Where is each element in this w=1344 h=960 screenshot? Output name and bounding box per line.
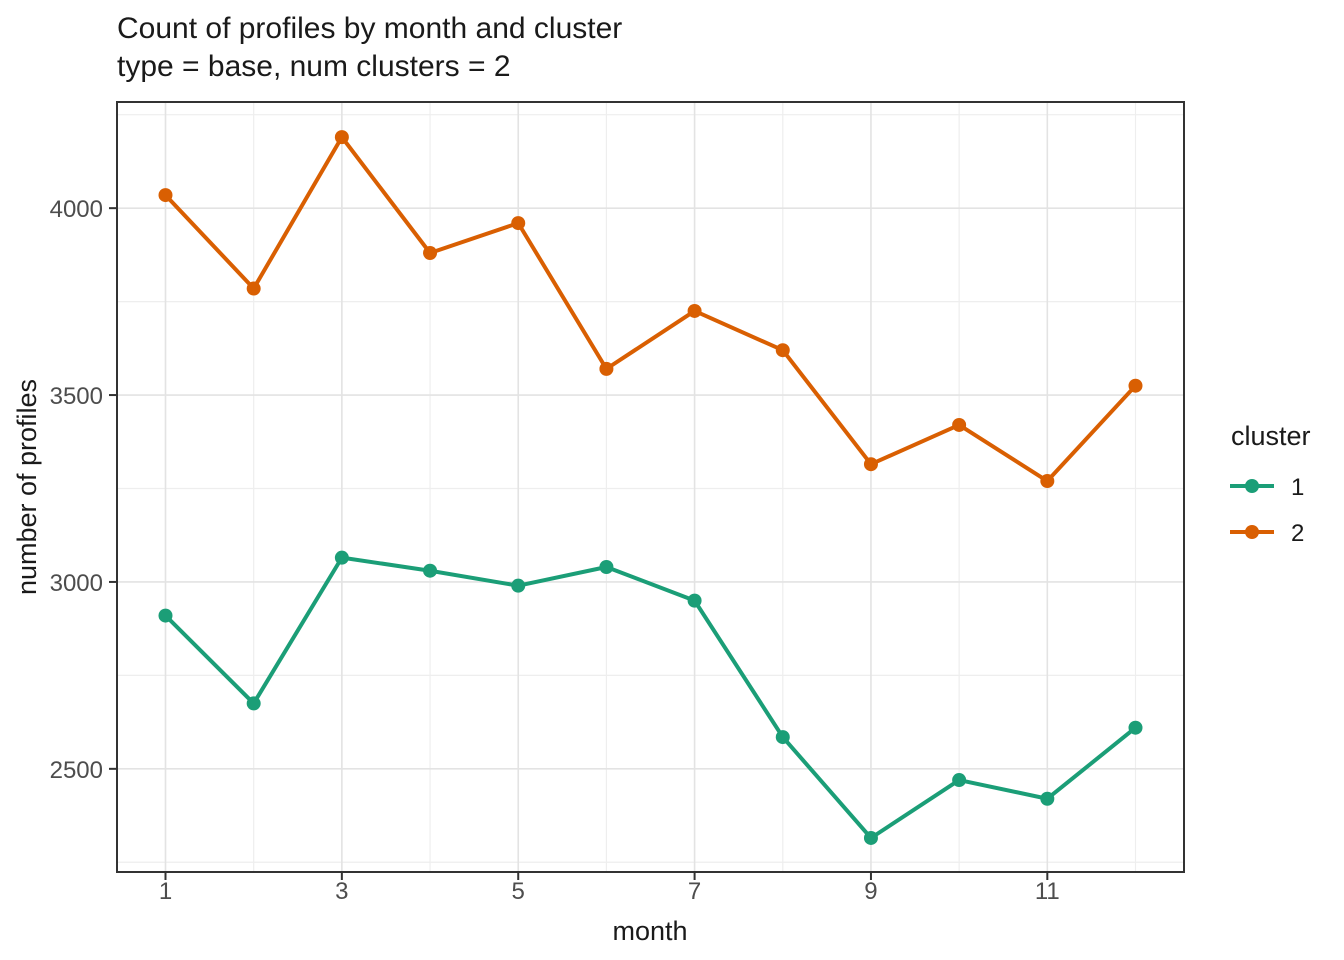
x-axis: 1 3 5 7 9 11	[159, 872, 1060, 905]
data-point-cluster-2-month-2	[246, 281, 261, 296]
data-point-cluster-2-month-10	[952, 417, 967, 432]
legend-item-cluster-2: 2	[1230, 520, 1304, 547]
legend-label: 1	[1291, 474, 1304, 501]
y-tick-label: 3500	[50, 383, 103, 410]
x-tick-label: 7	[688, 878, 701, 905]
data-point-cluster-2-month-6	[599, 361, 614, 376]
data-point-cluster-1-month-3	[334, 550, 349, 565]
y-axis: 2500 3000 3500 4000	[50, 196, 117, 784]
data-point-cluster-1-month-4	[423, 563, 438, 578]
data-point-cluster-1-month-12	[1128, 720, 1143, 735]
data-point-cluster-1-month-10	[952, 773, 967, 788]
y-tick-label: 2500	[50, 757, 103, 784]
x-tick-label: 1	[159, 878, 172, 905]
data-point-cluster-2-month-11	[1040, 474, 1055, 489]
legend: cluster 1 2	[1230, 421, 1311, 547]
legend-title: cluster	[1231, 421, 1311, 451]
data-point-cluster-1-month-2	[246, 696, 261, 711]
x-tick-label: 11	[1035, 878, 1060, 905]
x-tick-label: 3	[335, 878, 348, 905]
data-point-cluster-1-month-8	[775, 730, 790, 745]
data-point-cluster-2-month-8	[775, 343, 790, 358]
legend-key-point	[1245, 525, 1259, 539]
chart-title: Count of profiles by month and cluster	[117, 12, 622, 45]
data-point-cluster-1-month-1	[158, 608, 173, 623]
series-line-cluster-1	[164, 555, 1137, 840]
data-point-cluster-1-month-11	[1040, 791, 1055, 806]
data-point-cluster-1-month-9	[863, 830, 878, 845]
series-layer	[158, 130, 1143, 845]
x-axis-title: month	[612, 916, 687, 946]
data-point-cluster-2-month-1	[158, 188, 173, 203]
data-point-cluster-2-month-7	[687, 303, 702, 318]
gridlines-minor	[117, 102, 1184, 872]
plot-panel-border	[116, 101, 1185, 873]
y-tick-label: 4000	[50, 196, 103, 223]
series-line-cluster-2	[164, 135, 1137, 484]
data-point-cluster-2-month-9	[863, 457, 878, 472]
chart-subtitle: type = base, num clusters = 2	[117, 50, 511, 83]
data-point-cluster-1-month-7	[687, 593, 702, 608]
data-point-cluster-2-month-12	[1128, 378, 1143, 393]
x-tick-label: 9	[864, 878, 877, 905]
y-axis-title: number of profiles	[12, 379, 42, 595]
plot-panel	[117, 102, 1184, 872]
data-point-cluster-1-month-5	[511, 578, 526, 593]
legend-key-point	[1245, 479, 1259, 493]
data-point-cluster-2-month-5	[511, 216, 526, 231]
x-tick-label: 5	[512, 878, 525, 905]
data-point-cluster-1-month-6	[599, 559, 614, 574]
y-tick-label: 3000	[50, 570, 103, 597]
legend-item-cluster-1: 1	[1230, 474, 1304, 501]
series-cluster-2	[158, 130, 1143, 489]
data-point-cluster-2-month-3	[334, 130, 349, 145]
legend-label: 2	[1291, 520, 1304, 547]
series-cluster-1	[158, 550, 1143, 845]
data-point-cluster-2-month-4	[423, 246, 438, 261]
